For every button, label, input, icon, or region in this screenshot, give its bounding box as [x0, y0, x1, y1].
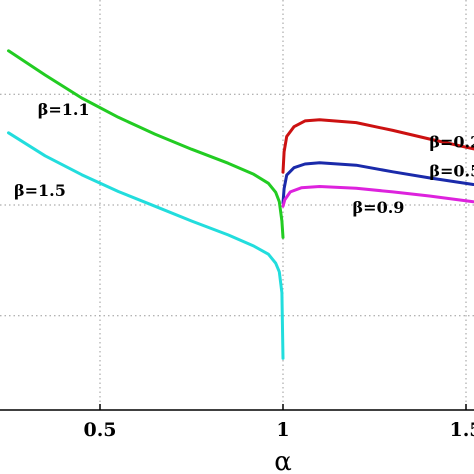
series-line-4 [281, 185, 474, 208]
series-line-3 [281, 161, 474, 205]
x-tick-label-0: 0.5 [83, 419, 116, 441]
series-label-3: β=0.5 [429, 161, 474, 180]
series-line-0 [7, 49, 285, 239]
x-axis-label: α [274, 447, 292, 474]
series-label-2: β=0.2 [429, 133, 474, 152]
x-tick-label-1: 1 [276, 419, 289, 441]
x-ticks: 0.5 1 1.5 [83, 404, 474, 441]
series-labels: β=1.1 β=1.5 β=0.2 β=0.5 β=0.9 [14, 100, 474, 217]
series-line-2 [281, 118, 474, 174]
plot-background [0, 0, 474, 410]
series-label-1: β=1.5 [14, 181, 66, 200]
series-label-0: β=1.1 [38, 100, 90, 119]
series-line-1 [7, 131, 285, 360]
series-label-4: β=0.9 [353, 198, 405, 217]
grid [0, 0, 474, 410]
series-group [7, 49, 474, 360]
x-tick-label-2: 1.5 [449, 419, 474, 441]
